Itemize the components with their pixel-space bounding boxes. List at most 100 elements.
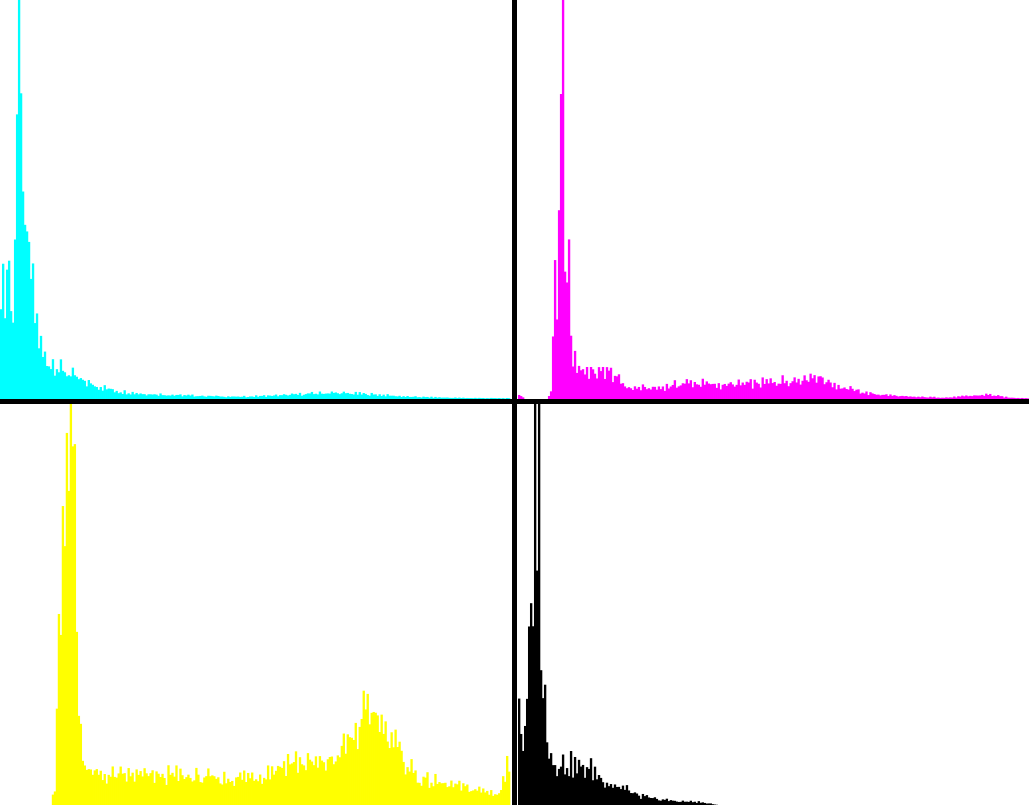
histogram-bar <box>348 393 351 399</box>
histogram-bar <box>23 224 27 399</box>
histogram-bar <box>559 94 563 399</box>
histogram-bar <box>621 785 625 805</box>
histogram-bar <box>227 396 230 399</box>
histogram-bar <box>111 389 114 399</box>
histogram-bar <box>925 397 928 399</box>
histogram-bar <box>633 386 637 399</box>
histogram-bar <box>482 398 485 399</box>
histogram-bar <box>43 351 47 399</box>
histogram-bar <box>183 779 186 805</box>
histogram-bar <box>865 391 868 399</box>
histogram-bar <box>217 777 220 805</box>
histogram-bar <box>444 397 447 399</box>
histogram-bar <box>474 397 477 399</box>
histogram-bar <box>322 393 326 399</box>
histogram-bar <box>549 753 553 805</box>
histogram-bar <box>209 395 212 399</box>
histogram-bar <box>296 772 300 805</box>
histogram-bar <box>775 385 778 399</box>
histogram-bar <box>496 794 499 805</box>
histogram-bar <box>581 369 585 399</box>
histogram-bar <box>518 394 521 399</box>
histogram-bar <box>845 389 848 399</box>
histogram-bar <box>193 396 196 399</box>
histogram-bar <box>797 378 800 399</box>
histogram-bar <box>615 786 619 805</box>
histogram-bar <box>368 395 371 399</box>
histogram-bar <box>715 387 718 399</box>
histogram-bar <box>508 771 511 805</box>
histogram-bar <box>533 404 537 805</box>
histogram-bar <box>364 709 367 805</box>
histogram-bar <box>973 395 976 399</box>
histogram-bar <box>410 396 413 399</box>
histogram-bar <box>476 790 479 805</box>
histogram-bar <box>91 384 94 399</box>
histogram-bar <box>83 380 87 399</box>
histogram-bar <box>521 750 525 805</box>
histogram-bar <box>587 768 591 805</box>
histogram-bar <box>374 712 377 805</box>
histogram-bar <box>412 396 415 399</box>
histogram-bar <box>811 378 814 399</box>
histogram-bar <box>418 397 421 399</box>
histogram-bar <box>701 378 704 399</box>
histogram-bar <box>195 767 198 805</box>
histogram-bar <box>659 800 663 805</box>
histogram-bar <box>1007 397 1010 399</box>
histogram-bar <box>292 762 296 805</box>
histogram-bar <box>829 382 832 399</box>
histogram-bar <box>177 781 180 805</box>
histogram-bar <box>432 786 435 805</box>
histogram-bar <box>326 393 330 399</box>
histogram-bar <box>655 389 659 399</box>
histogram-bar <box>915 397 918 399</box>
histogram-bar <box>243 395 246 399</box>
histogram-bar <box>595 378 599 399</box>
histogram-bar <box>995 396 998 399</box>
histogram-bar <box>280 767 284 805</box>
histogram-bar <box>197 774 200 805</box>
histogram-bar <box>466 784 469 805</box>
histogram-bar <box>647 388 651 399</box>
histogram-bar <box>539 670 543 805</box>
histogram-bar <box>551 336 555 399</box>
histogram-bar <box>392 747 395 805</box>
histogram-bar <box>484 398 487 399</box>
histogram-bar <box>993 395 996 399</box>
histogram-bar <box>121 773 124 805</box>
histogram-bar <box>47 366 51 399</box>
histogram-bar <box>895 395 898 399</box>
histogram-bar <box>256 781 260 805</box>
histogram-bar <box>376 715 379 805</box>
histogram-bar <box>1005 396 1008 399</box>
histogram-bar <box>1019 398 1022 399</box>
histogram-bar <box>298 392 302 399</box>
histogram-bar <box>33 323 37 399</box>
histogram-bar <box>374 394 377 399</box>
histogram-bar <box>85 386 88 399</box>
histogram-bar <box>637 795 641 805</box>
histogram-bar <box>167 395 170 399</box>
histogram-bar <box>639 798 643 805</box>
histogram-bar <box>643 386 647 399</box>
histogram-bar <box>725 385 728 399</box>
histogram-bar <box>7 260 11 399</box>
histogram-bar <box>239 396 242 399</box>
histogram-bar <box>492 795 495 805</box>
histogram-bar <box>506 755 509 805</box>
histogram-bar <box>103 774 106 805</box>
histogram-bar <box>673 800 677 805</box>
histogram-bar <box>472 398 475 399</box>
histogram-bar <box>249 396 252 399</box>
histogram-bar <box>87 769 90 805</box>
histogram-bar <box>31 263 35 399</box>
histogram-bar <box>440 783 443 805</box>
histogram-bar <box>21 191 25 399</box>
histogram-bar <box>334 392 338 399</box>
histogram-bar <box>787 386 790 399</box>
histogram-bar <box>613 784 617 805</box>
histogram-bar <box>243 770 246 805</box>
histogram-bar <box>478 786 481 805</box>
